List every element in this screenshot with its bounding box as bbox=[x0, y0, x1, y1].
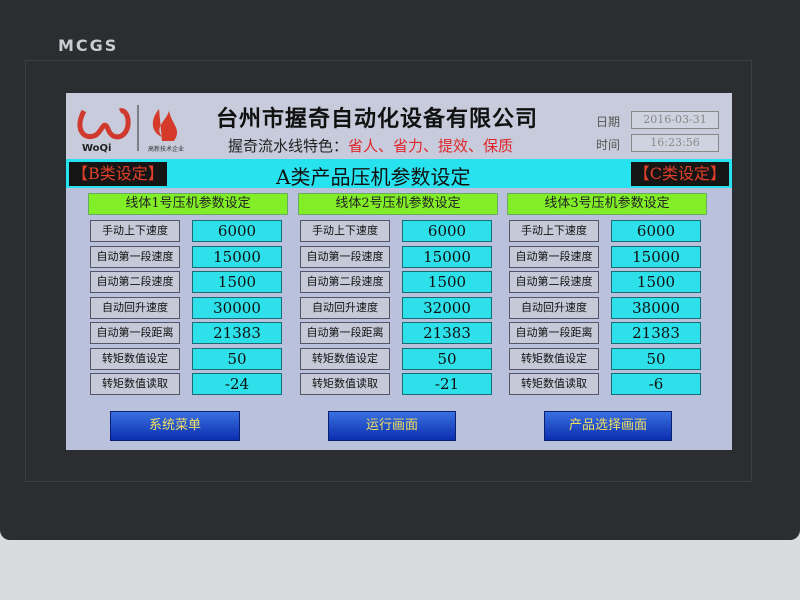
slogan-highlight: 省人、省力、提效、保质 bbox=[348, 137, 514, 155]
param-label: 转矩数值设定 bbox=[509, 347, 599, 370]
param-label: 自动第一段速度 bbox=[90, 245, 180, 268]
time-label: 时间 bbox=[596, 138, 621, 152]
param-label: 转矩数值读取 bbox=[90, 373, 180, 395]
param-row: 转矩数值读取 -21 bbox=[298, 368, 498, 395]
param-label: 转矩数值读取 bbox=[300, 373, 390, 395]
b-class-settings-button[interactable]: 【B类设定】 bbox=[69, 162, 167, 186]
param-label: 自动第一段距离 bbox=[300, 322, 390, 344]
column-title: 线体3号压机参数设定 bbox=[507, 193, 707, 215]
param-label: 自动第二段速度 bbox=[509, 271, 599, 293]
date-value: 2016-03-31 bbox=[631, 111, 719, 129]
param-value-input[interactable]: 1500 bbox=[402, 271, 492, 293]
param-row: 自动回升速度 32000 bbox=[298, 292, 498, 319]
param-value-input[interactable]: 1500 bbox=[192, 271, 282, 293]
param-label: 自动第一段距离 bbox=[509, 322, 599, 344]
param-label: 手动上下速度 bbox=[509, 220, 599, 242]
slogan-prefix: 握奇流水线特色： bbox=[228, 137, 349, 155]
param-row: 自动回升速度 30000 bbox=[88, 292, 288, 319]
param-row: 手动上下速度 6000 bbox=[298, 215, 498, 242]
param-row: 手动上下速度 6000 bbox=[507, 215, 707, 242]
page-title: A类产品压机参数设定 bbox=[276, 165, 471, 189]
param-row: 转矩数值设定 50 bbox=[88, 343, 288, 370]
param-label: 转矩数值设定 bbox=[300, 347, 390, 370]
param-value-input[interactable]: 6000 bbox=[611, 220, 701, 242]
param-label: 转矩数值读取 bbox=[509, 373, 599, 395]
param-row: 自动第二段速度 1500 bbox=[298, 266, 498, 293]
param-value-input[interactable]: 21383 bbox=[402, 322, 492, 344]
param-value-input[interactable]: 21383 bbox=[192, 322, 282, 344]
time-value: 16:23:56 bbox=[631, 134, 719, 152]
param-value-input[interactable]: 50 bbox=[611, 347, 701, 370]
column-title: 线体2号压机参数设定 bbox=[298, 193, 498, 215]
brand-label: MCGS bbox=[58, 36, 119, 55]
hmi-screen: WoQi 高新技术企业 台州市握奇自动化设备有限公司 握奇流水线特色：省人、省力… bbox=[66, 93, 732, 450]
press-column-1: 线体1号压机参数设定 手动上下速度 6000 自动第一段速度 15000 自动第二段… bbox=[88, 193, 288, 395]
param-label: 手动上下速度 bbox=[90, 220, 180, 242]
param-label: 自动第一段速度 bbox=[300, 245, 390, 268]
c-class-settings-button[interactable]: 【C类设定】 bbox=[630, 162, 729, 186]
param-value-input[interactable]: 21383 bbox=[611, 322, 701, 344]
date-label: 日期 bbox=[596, 115, 621, 129]
title-band: 【B类设定】 A类产品压机参数设定 【C类设定】 bbox=[66, 159, 732, 189]
param-row: 自动第一段距离 21383 bbox=[88, 317, 288, 344]
param-row: 自动第二段速度 1500 bbox=[507, 266, 707, 293]
param-value-input[interactable]: 15000 bbox=[192, 245, 282, 268]
slogan: 握奇流水线特色：省人、省力、提效、保质 bbox=[228, 135, 513, 156]
param-label: 自动第二段速度 bbox=[300, 271, 390, 293]
param-value-input[interactable]: 1500 bbox=[611, 271, 701, 293]
param-value-input[interactable]: 32000 bbox=[402, 296, 492, 319]
system-menu-button[interactable]: 系统菜单 bbox=[110, 411, 240, 441]
param-row: 转矩数值设定 50 bbox=[298, 343, 498, 370]
company-logo: WoQi 高新技术企业 bbox=[74, 99, 204, 155]
svg-text:WoQi: WoQi bbox=[82, 143, 111, 154]
param-label: 转矩数值设定 bbox=[90, 347, 180, 370]
param-label: 自动第一段速度 bbox=[509, 245, 599, 268]
param-row: 自动回升速度 38000 bbox=[507, 292, 707, 319]
param-row: 手动上下速度 6000 bbox=[88, 215, 288, 242]
param-label: 自动第二段速度 bbox=[90, 271, 180, 293]
param-row: 转矩数值读取 -24 bbox=[88, 368, 288, 395]
param-row: 自动第一段速度 15000 bbox=[507, 241, 707, 268]
param-row: 转矩数值读取 -6 bbox=[507, 368, 707, 395]
param-value-input[interactable]: 6000 bbox=[402, 220, 492, 242]
press-column-2: 线体2号压机参数设定 手动上下速度 6000 自动第一段速度 15000 自动第二段… bbox=[298, 193, 498, 395]
param-row: 自动第一段距离 21383 bbox=[298, 317, 498, 344]
param-value-input[interactable]: 30000 bbox=[192, 296, 282, 319]
param-value-input[interactable]: 38000 bbox=[611, 296, 701, 319]
param-value-readout: -21 bbox=[402, 373, 492, 395]
company-title: 台州市握奇自动化设备有限公司 bbox=[216, 107, 539, 132]
param-value-input[interactable]: 15000 bbox=[402, 245, 492, 268]
column-title: 线体1号压机参数设定 bbox=[88, 193, 288, 215]
param-label: 自动回升速度 bbox=[90, 296, 180, 319]
param-label: 自动回升速度 bbox=[300, 296, 390, 319]
woqi-logo-icon: WoQi 高新技术企业 bbox=[77, 105, 184, 154]
product-select-button[interactable]: 产品选择画面 bbox=[544, 411, 672, 441]
param-label: 自动第一段距离 bbox=[90, 322, 180, 344]
run-screen-button[interactable]: 运行画面 bbox=[328, 411, 456, 441]
param-row: 自动第一段距离 21383 bbox=[507, 317, 707, 344]
svg-text:高新技术企业: 高新技术企业 bbox=[148, 145, 184, 153]
param-row: 自动第一段速度 15000 bbox=[88, 241, 288, 268]
param-row: 转矩数值设定 50 bbox=[507, 343, 707, 370]
param-value-input[interactable]: 15000 bbox=[611, 245, 701, 268]
param-value-input[interactable]: 50 bbox=[402, 347, 492, 370]
param-value-readout: -24 bbox=[192, 373, 282, 395]
param-row: 自动第一段速度 15000 bbox=[298, 241, 498, 268]
param-value-readout: -6 bbox=[611, 373, 701, 395]
param-label: 自动回升速度 bbox=[509, 296, 599, 319]
param-label: 手动上下速度 bbox=[300, 220, 390, 242]
param-row: 自动第二段速度 1500 bbox=[88, 266, 288, 293]
param-value-input[interactable]: 6000 bbox=[192, 220, 282, 242]
param-value-input[interactable]: 50 bbox=[192, 347, 282, 370]
press-column-3: 线体3号压机参数设定 手动上下速度 6000 自动第一段速度 15000 自动第二段… bbox=[507, 193, 707, 395]
header: WoQi 高新技术企业 台州市握奇自动化设备有限公司 握奇流水线特色：省人、省力… bbox=[66, 93, 732, 159]
